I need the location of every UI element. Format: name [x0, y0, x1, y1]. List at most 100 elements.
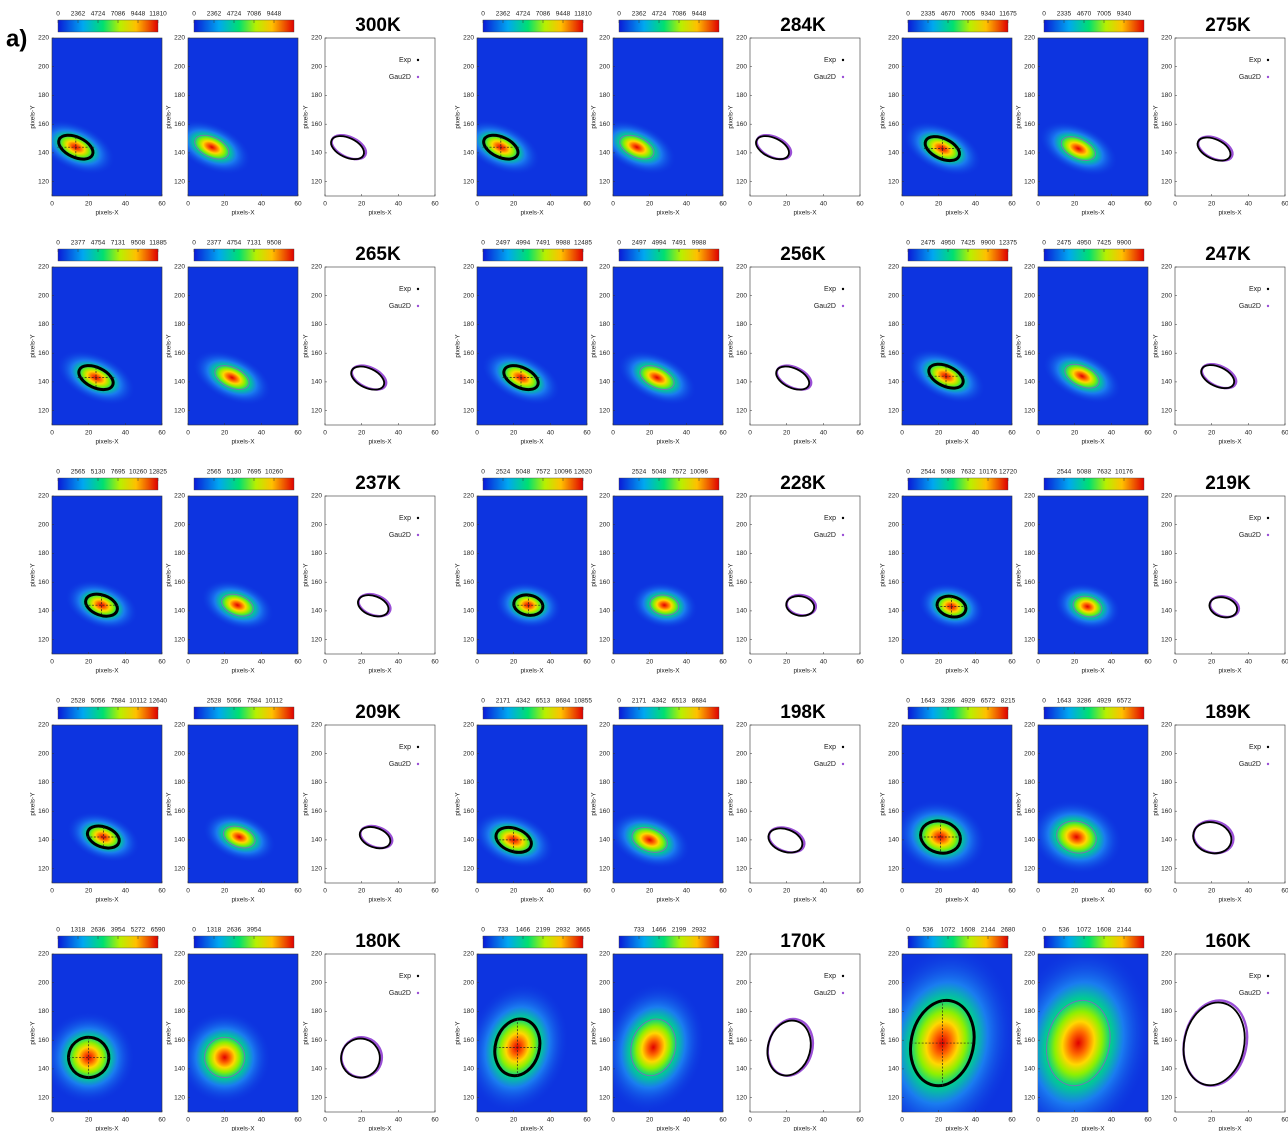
x-axis-label: pixels-X [656, 668, 680, 675]
y-tick-label: 120 [311, 178, 322, 185]
x-tick-label: 0 [900, 888, 904, 895]
legend-label: Gau2D [1239, 74, 1261, 81]
y-tick-label: 220 [1161, 493, 1172, 500]
y-axis-label: pixels-Y [303, 792, 310, 816]
x-tick-label: 60 [583, 659, 591, 666]
colorbar-tick-label: 11810 [149, 11, 167, 18]
y-tick-label: 160 [1161, 579, 1172, 586]
y-axis-label: pixels-Y [728, 563, 735, 587]
colorbar-tick-label: 5272 [131, 927, 146, 934]
plot-area [749, 37, 861, 197]
x-tick-label: 60 [1144, 201, 1152, 208]
y-axis-label: pixels-Y [591, 334, 598, 358]
x-tick-label: 20 [510, 1117, 518, 1124]
y-tick-label: 180 [463, 779, 474, 786]
x-tick-label: 20 [646, 659, 654, 666]
plot-content [200, 579, 275, 631]
colorbar-tick-label: 4724 [652, 11, 667, 18]
x-tick-label: 0 [900, 430, 904, 437]
x-tick-label: 0 [900, 659, 904, 666]
x-tick-label: 0 [323, 201, 327, 208]
plot-area [1174, 953, 1286, 1113]
colorbar-tick-label: 2144 [981, 927, 996, 934]
colorbar-tick-label: 11810 [574, 11, 592, 18]
x-axis-label: pixels-X [945, 439, 969, 446]
legend-marker [841, 991, 845, 995]
colorbar-tick-label: 3954 [111, 927, 126, 934]
legend-marker [841, 533, 845, 537]
x-tick-label: 60 [856, 1117, 864, 1124]
y-tick-label: 120 [736, 865, 747, 872]
colorbar-tick-label: 0 [906, 698, 910, 705]
y-tick-label: 160 [463, 579, 474, 586]
y-tick-label: 220 [311, 264, 322, 271]
x-axis-label: pixels-X [231, 439, 255, 446]
colorbar-tick-label: 2362 [207, 11, 222, 18]
fit-contour [1060, 136, 1096, 162]
x-tick-label: 40 [395, 1117, 403, 1124]
y-tick-label: 160 [1024, 808, 1035, 815]
x-tick-label: 40 [820, 430, 828, 437]
y-axis-label: pixels-Y [455, 563, 462, 587]
y-tick-label: 200 [736, 292, 747, 299]
y-tick-label: 220 [736, 951, 747, 958]
colorbar-tick-label: 7425 [961, 240, 976, 247]
y-tick-label: 200 [311, 63, 322, 70]
intensity-spot [613, 811, 691, 869]
legend-marker [841, 58, 845, 62]
plot-content [775, 364, 813, 391]
y-tick-label: 140 [463, 837, 474, 844]
y-axis-label: pixels-Y [30, 1021, 37, 1045]
colorbar-tick-label: 9508 [131, 240, 146, 247]
exp-contour [357, 594, 390, 618]
x-axis-label: pixels-X [793, 668, 817, 675]
colorbar-tick-label: 0 [1042, 698, 1046, 705]
legend-marker [1266, 516, 1270, 520]
colorbar [1043, 706, 1145, 720]
colorbar-tick-label: 1608 [961, 927, 976, 934]
exp-contour [1208, 596, 1239, 619]
x-tick-label: 0 [748, 888, 752, 895]
y-tick-label: 180 [736, 550, 747, 557]
y-axis-label: pixels-Y [455, 334, 462, 358]
colorbar-tick-label: 4670 [941, 11, 956, 18]
y-tick-label: 200 [311, 292, 322, 299]
plot-content [1200, 363, 1238, 390]
x-tick-label: 60 [583, 1117, 591, 1124]
x-tick-label: 20 [221, 1117, 229, 1124]
legend-label: Exp [1249, 57, 1261, 64]
x-tick-label: 60 [1281, 201, 1288, 208]
colorbar-tick-label: 7131 [111, 240, 126, 247]
y-tick-label: 160 [463, 121, 474, 128]
y-tick-label: 120 [888, 636, 899, 643]
y-tick-label: 220 [38, 35, 49, 42]
y-tick-label: 220 [463, 722, 474, 729]
x-axis-label: pixels-X [656, 1126, 680, 1131]
y-tick-label: 160 [311, 579, 322, 586]
plot-area [476, 495, 588, 655]
y-tick-label: 120 [38, 178, 49, 185]
colorbar-tick-label: 2362 [632, 11, 647, 18]
x-tick-label: 0 [1173, 201, 1177, 208]
legend-label: Gau2D [1239, 532, 1261, 539]
y-axis-label: pixels-Y [303, 105, 310, 129]
legend-marker [1266, 991, 1270, 995]
y-axis-label: pixels-Y [728, 334, 735, 358]
y-tick-label: 220 [174, 493, 185, 500]
x-tick-label: 0 [1036, 888, 1040, 895]
colorbar-tick-label: 0 [56, 927, 60, 934]
fit-contour [222, 825, 256, 849]
colorbar-tick-label: 1072 [941, 927, 956, 934]
y-tick-label: 140 [599, 608, 610, 615]
colorbar-tick-label: 4754 [91, 240, 106, 247]
x-tick-label: 40 [258, 430, 266, 437]
colorbar-tick-label: 7584 [111, 698, 126, 705]
x-tick-label: 20 [1071, 201, 1079, 208]
y-tick-label: 180 [174, 1008, 185, 1015]
y-tick-label: 220 [311, 722, 322, 729]
x-tick-label: 0 [50, 201, 54, 208]
y-tick-label: 140 [463, 150, 474, 157]
colorbar-tick-label: 2932 [692, 927, 707, 934]
y-tick-label: 220 [1024, 493, 1035, 500]
x-tick-label: 60 [431, 1117, 439, 1124]
